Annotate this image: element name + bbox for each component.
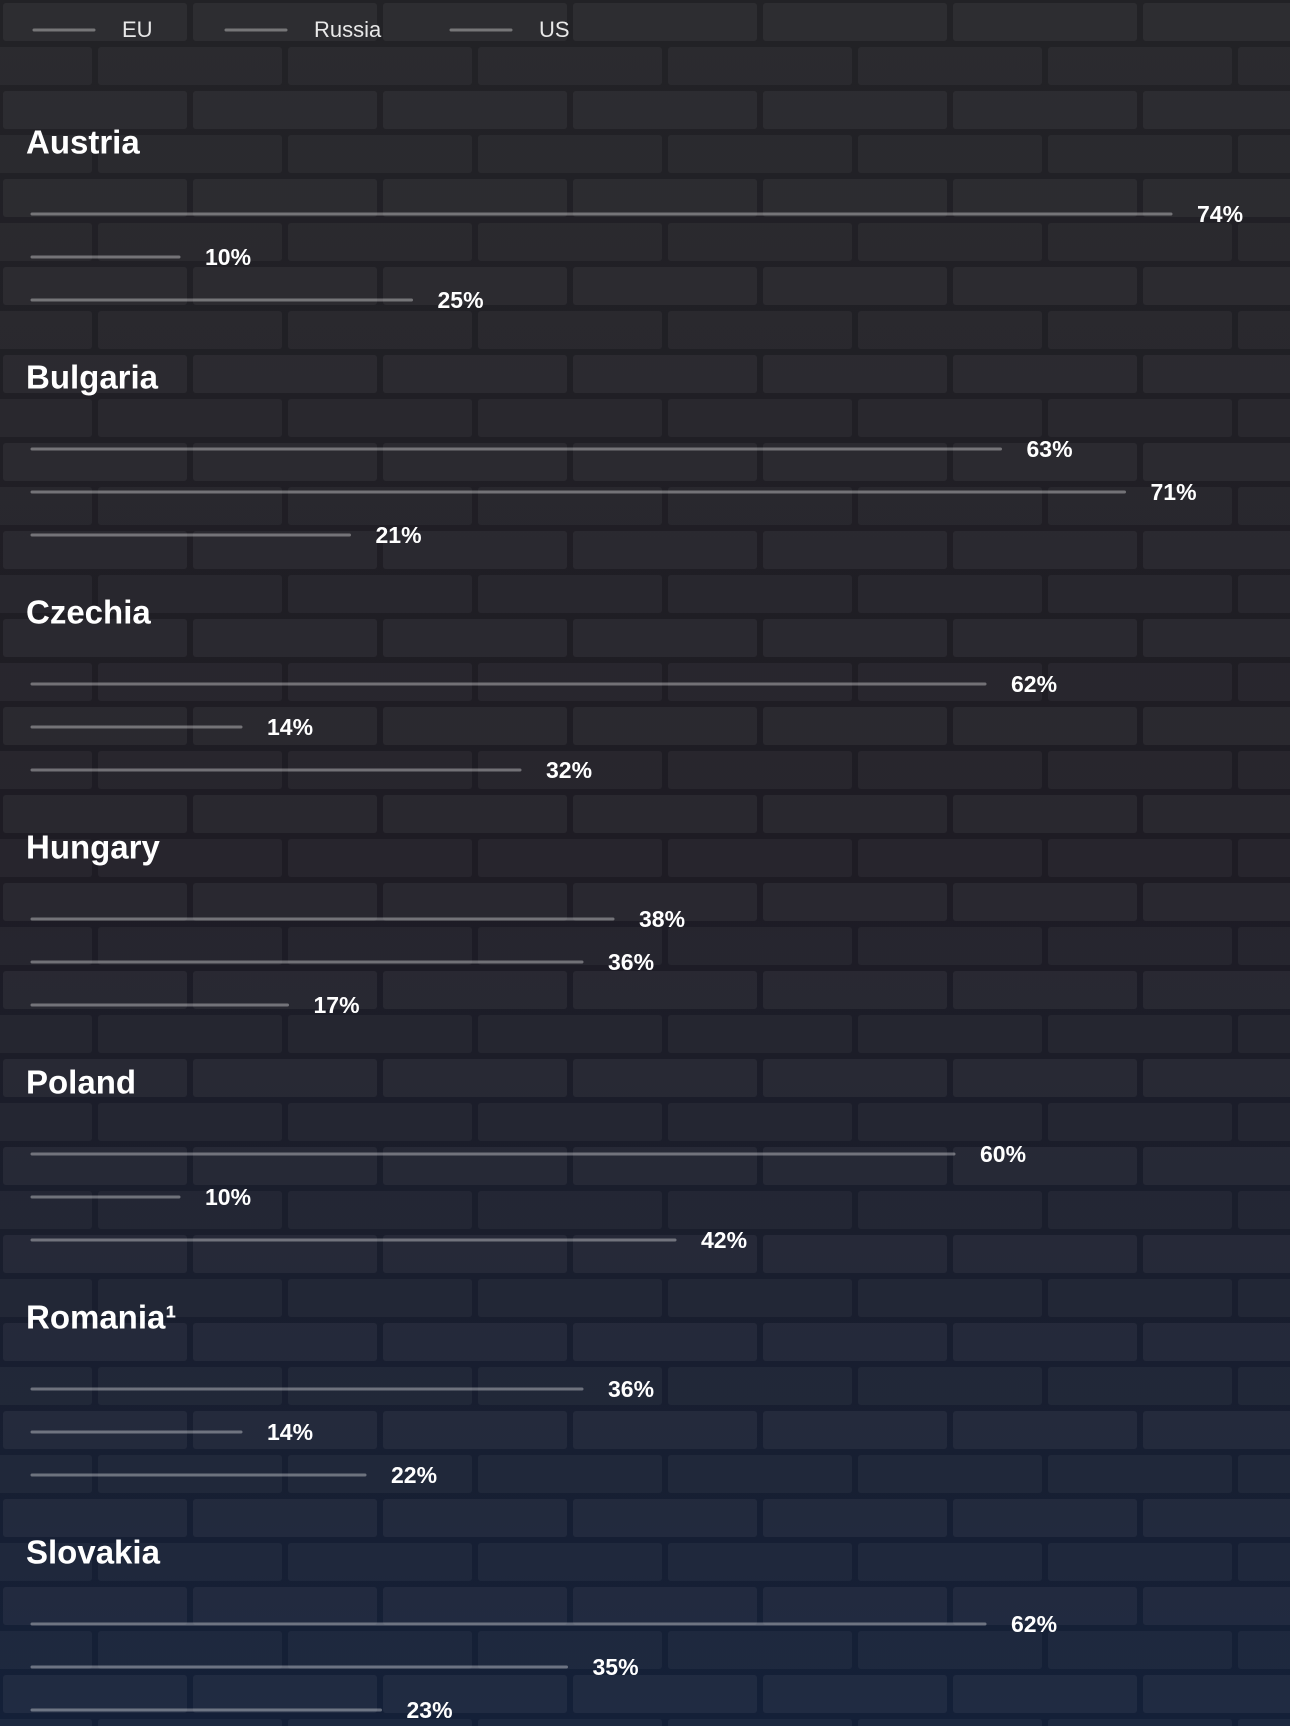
category-label: Bulgaria (26, 359, 159, 396)
value-label: 36% (608, 1376, 654, 1402)
value-label: 17% (314, 992, 360, 1018)
category-label: Poland (26, 1064, 136, 1101)
value-label: 14% (267, 1419, 313, 1445)
legend-label: US (539, 17, 570, 42)
category-label: Czechia (26, 594, 151, 631)
value-label: 10% (205, 244, 251, 270)
category-label: Austria (26, 124, 140, 161)
value-label: 25% (438, 287, 484, 313)
value-label: 74% (1197, 201, 1243, 227)
value-label: 63% (1027, 436, 1073, 462)
page: EU Russia US Austria 74% 10% 25% Bulgaria 63% 71%… (0, 0, 1290, 1726)
value-label: 38% (639, 906, 685, 932)
value-label: 23% (407, 1697, 453, 1723)
value-label: 35% (593, 1654, 639, 1680)
value-label: 62% (1011, 1611, 1057, 1637)
value-label: 22% (391, 1462, 437, 1488)
value-label: 42% (701, 1227, 747, 1253)
value-label: 36% (608, 949, 654, 975)
value-label: 21% (376, 522, 422, 548)
value-label: 60% (980, 1141, 1026, 1167)
category-label: Romania¹ (26, 1299, 176, 1336)
category-label: Slovakia (26, 1534, 161, 1571)
value-label: 71% (1151, 479, 1197, 505)
value-label: 14% (267, 714, 313, 740)
legend-label: Russia (314, 17, 382, 42)
category-label: Hungary (26, 829, 161, 866)
value-label: 62% (1011, 671, 1057, 697)
legend-label: EU (122, 17, 153, 42)
value-label: 10% (205, 1184, 251, 1210)
chart: EU Russia US Austria 74% 10% 25% Bulgaria 63% 71%… (0, 0, 1290, 1726)
brick-texture (0, 0, 1290, 1726)
value-label: 32% (546, 757, 592, 783)
